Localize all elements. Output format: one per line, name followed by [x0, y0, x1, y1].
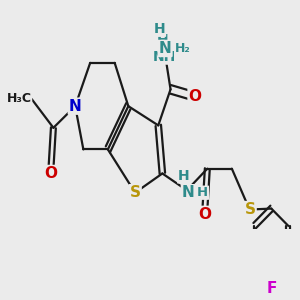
- Text: H: H: [157, 33, 168, 47]
- Text: O: O: [198, 207, 211, 222]
- Text: N: N: [182, 185, 195, 200]
- Text: O: O: [45, 166, 58, 181]
- Text: NH: NH: [153, 50, 176, 64]
- Text: S: S: [244, 202, 256, 217]
- Text: H₂: H₂: [175, 42, 191, 55]
- Text: N: N: [159, 41, 172, 56]
- Text: S: S: [130, 185, 141, 200]
- Text: H: H: [197, 186, 208, 199]
- Text: H₃C: H₃C: [7, 92, 32, 105]
- Text: H: H: [154, 22, 166, 36]
- Text: O: O: [189, 89, 202, 104]
- Text: N: N: [69, 99, 82, 114]
- Text: F: F: [266, 281, 277, 296]
- Text: H: H: [178, 169, 189, 183]
